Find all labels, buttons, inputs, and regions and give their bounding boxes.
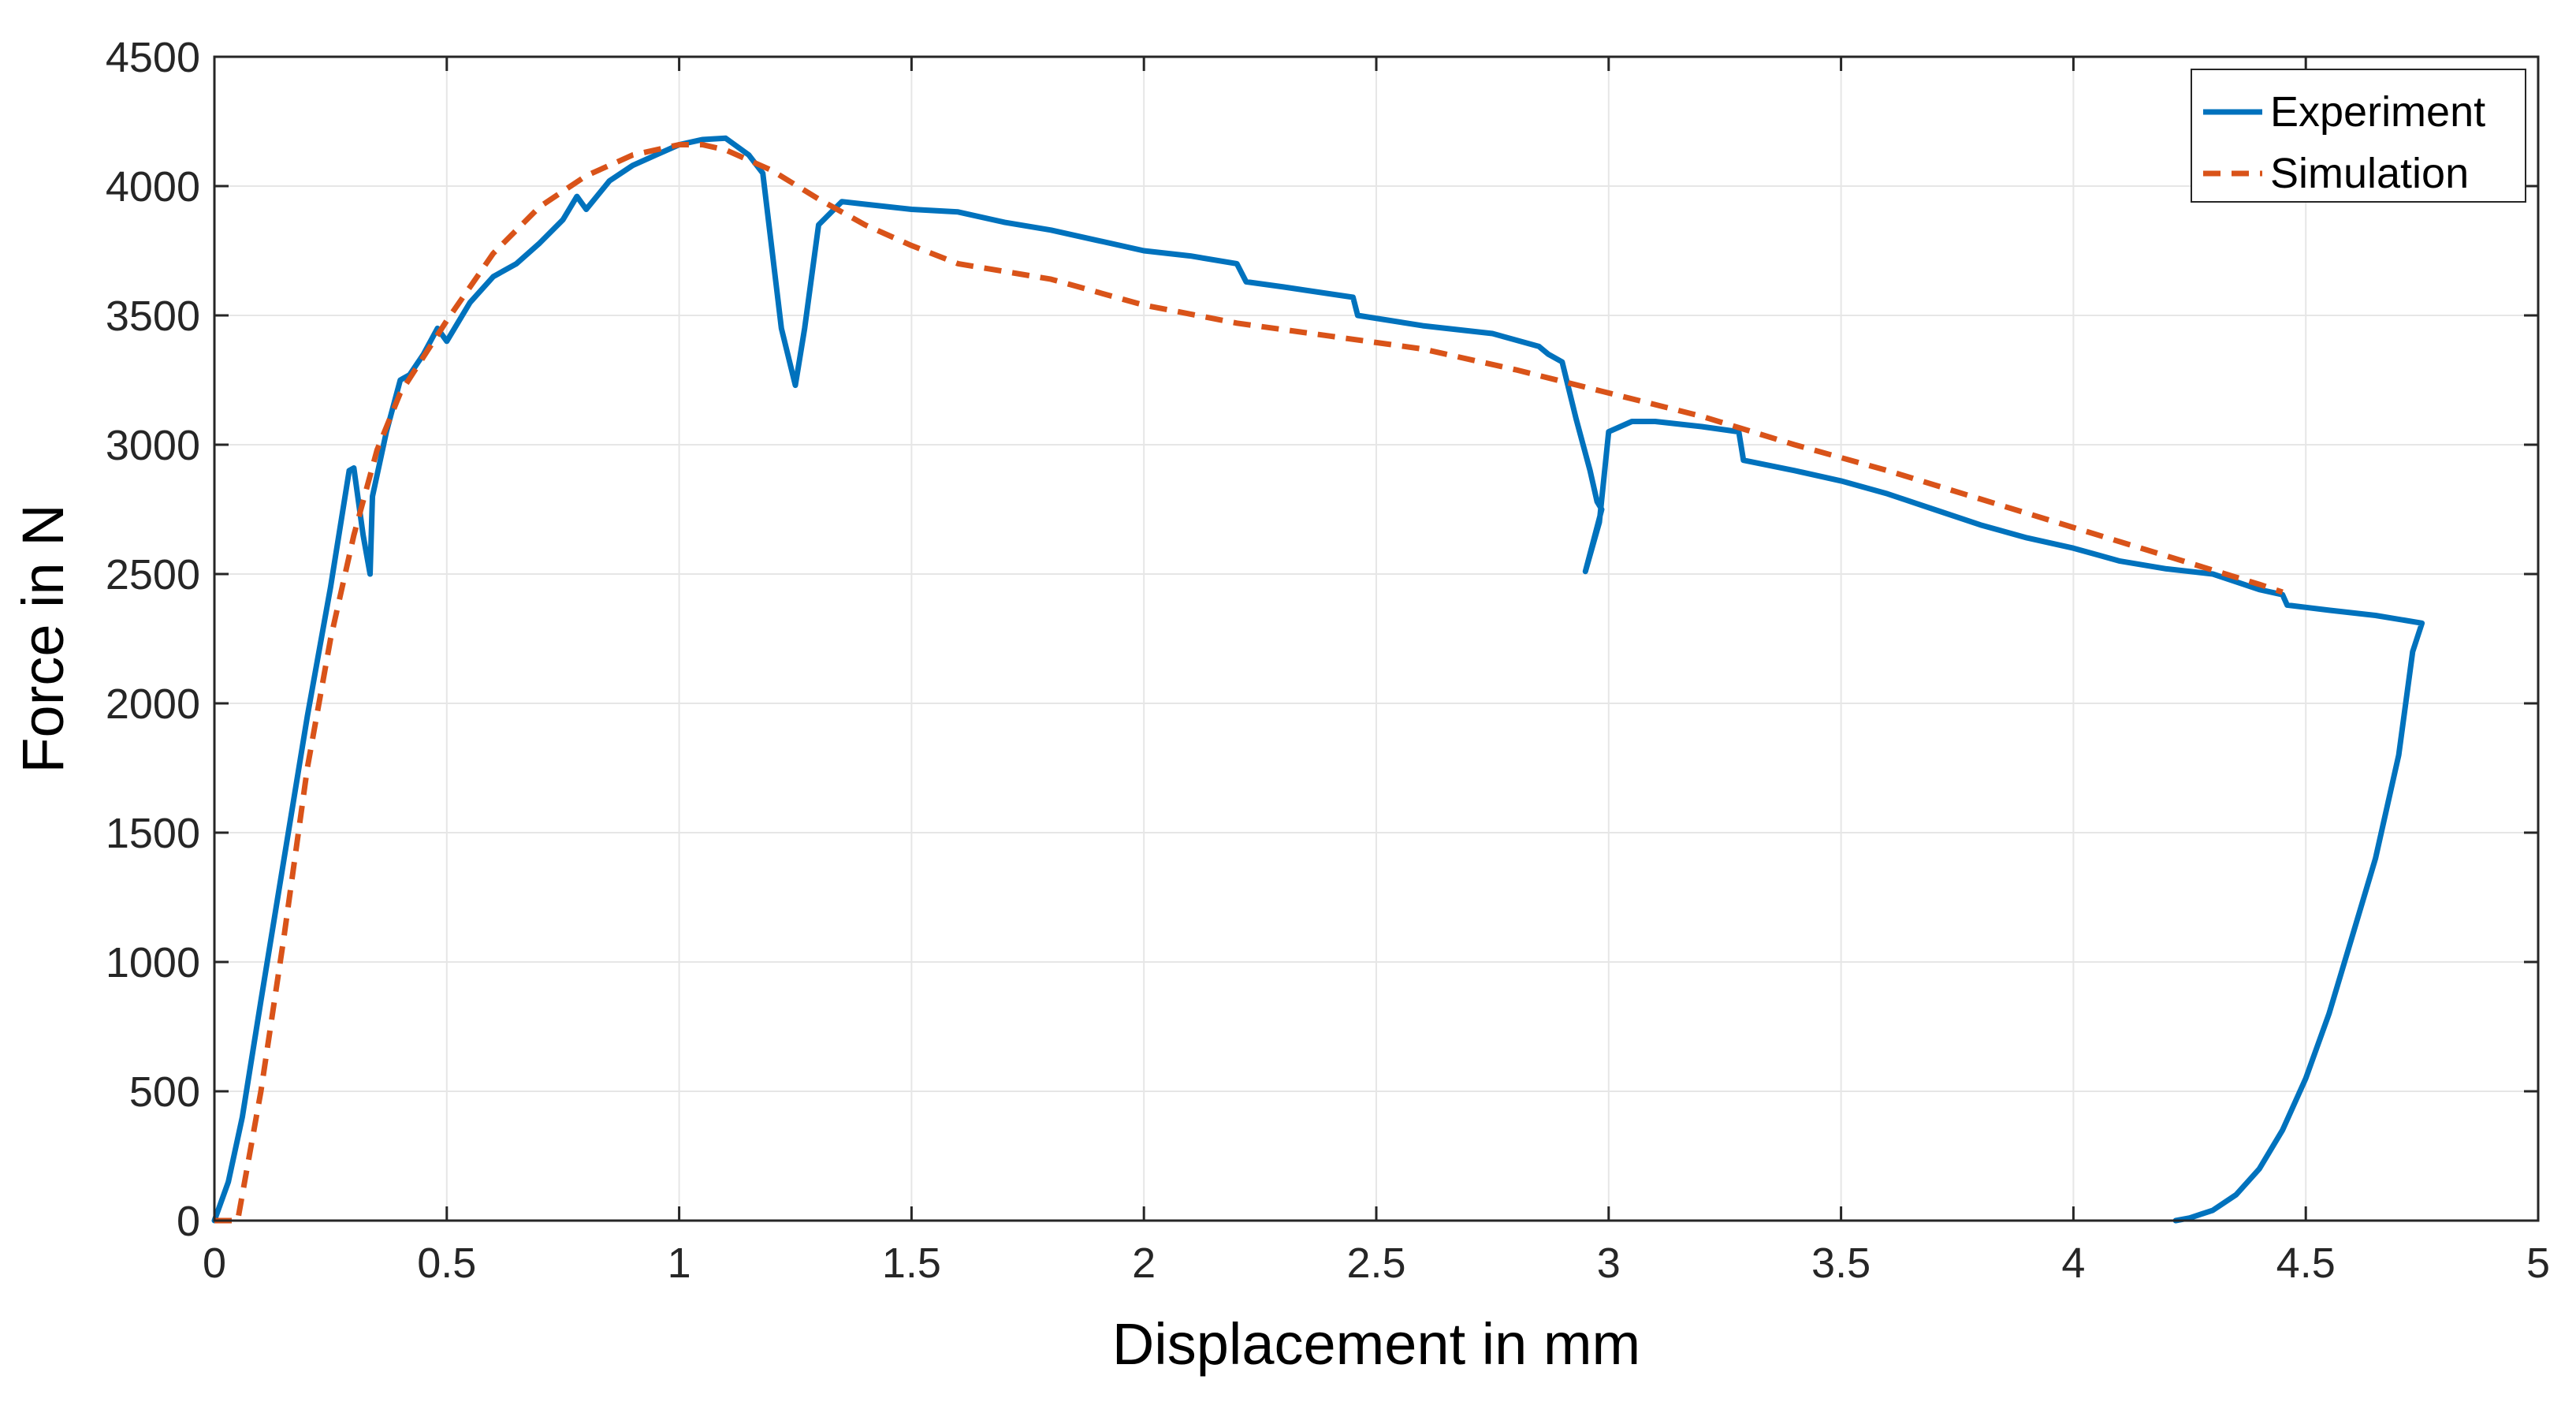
x-tick-label: 0	[203, 1240, 226, 1287]
x-tick-label: 4	[2061, 1240, 2085, 1287]
series-line-simulation	[214, 142, 2284, 1224]
y-tick-label: 3500	[106, 293, 200, 340]
x-tick-label: 5	[2526, 1240, 2550, 1287]
legend-label-experiment: Experiment	[2270, 88, 2485, 136]
x-tick-label: 3	[1597, 1240, 1621, 1287]
x-tick-label: 1.5	[882, 1240, 941, 1287]
tick-labels: 0 0.5 1 1.5 2 2.5 3 3.5 4 4.5 5 0 500 1000 1500 2000 250…	[106, 34, 2550, 1287]
y-tick-label: 4500	[106, 34, 200, 81]
y-tick-label: 0	[177, 1198, 200, 1245]
legend: Experiment Simulation	[2191, 69, 2526, 203]
x-tick-label: 0.5	[417, 1240, 476, 1287]
x-tick-label: 2.5	[1346, 1240, 1405, 1287]
y-tick-label: 3000	[106, 422, 200, 469]
x-tick-label: 2	[1132, 1240, 1156, 1287]
y-tick-label: 2500	[106, 551, 200, 598]
x-tick-label: 3.5	[1811, 1240, 1871, 1287]
series-line-experiment	[211, 135, 2425, 1224]
x-tick-label: 1	[668, 1240, 691, 1287]
y-tick-label: 500	[129, 1068, 200, 1116]
y-tick-label: 1000	[106, 939, 200, 986]
legend-label-simulation: Simulation	[2270, 150, 2469, 197]
y-tick-label: 1500	[106, 810, 200, 857]
y-axis-label: Force in N	[10, 504, 76, 773]
x-axis-label: Displacement in mm	[1112, 1311, 1640, 1377]
x-tick-label: 4.5	[2276, 1240, 2336, 1287]
y-tick-label: 4000	[106, 163, 200, 211]
legend-box	[2191, 69, 2526, 203]
series-lines	[211, 135, 2425, 1224]
y-tick-label: 2000	[106, 680, 200, 728]
